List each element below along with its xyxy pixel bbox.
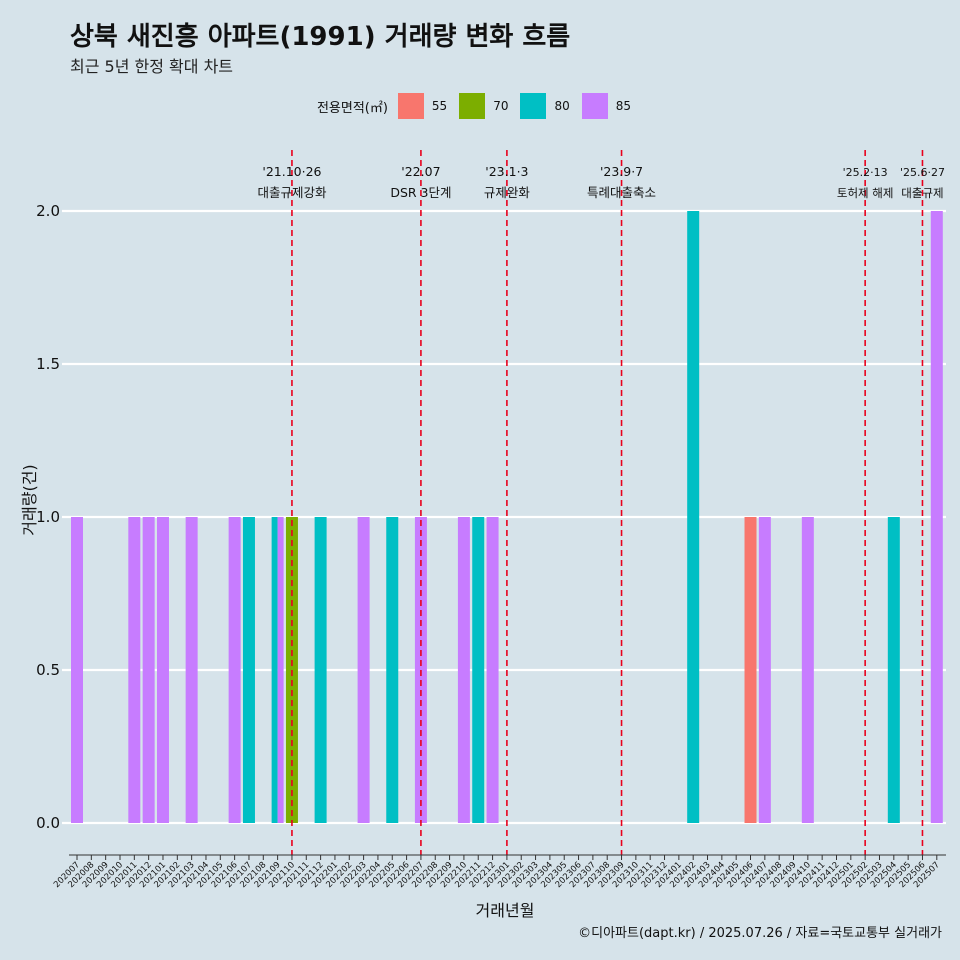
legend-item: 80 [520,93,570,119]
bar [277,517,284,823]
legend-item: 55 [397,93,448,119]
legend-swatch [581,93,608,119]
legend-label: 80 [554,99,570,113]
y-tick-label: 2.0 [36,202,60,220]
bar [314,517,327,823]
legend: 전용면적(㎡) 55 70 80 85 [0,93,960,119]
event-date-label: '22.07 [401,164,440,179]
event-text-label: DSR 3단계 [390,185,451,200]
bar [71,517,83,823]
bar [930,211,943,823]
event-date-label: '23.1·3 [485,164,528,179]
chart-title: 상북 새진흥 아파트(1991) 거래량 변화 흐름 [70,22,571,52]
legend-item: 70 [459,93,508,119]
legend-label: 55 [431,99,448,113]
bar [357,517,370,823]
chart-subtitle: 최근 5년 한정 확대 차트 [70,57,234,76]
bar [457,517,470,823]
legend-swatch [459,93,486,119]
bar [156,517,169,823]
legend-label: 85 [615,99,632,113]
event-date-label: '25.2·13 [843,166,888,179]
bar [242,517,255,823]
x-axis-label: 거래년월 [475,901,535,920]
legend-swatch [397,93,424,119]
bar [887,517,900,823]
event-text-label: 특례대출축소 [587,185,656,200]
bar [687,211,700,823]
bar [271,517,278,823]
event-text-label: 대출규제강화 [257,185,327,200]
bar [386,517,399,823]
bar [142,517,155,823]
event-text-label: 토허제 해제 [837,186,894,200]
legend-title: 전용면적(㎡) [316,100,388,116]
legend-swatch [520,93,547,119]
event-date-label: '21.10·26 [262,164,321,179]
legend-item: 85 [581,93,632,119]
y-tick-label: 1.5 [36,355,60,373]
bar [228,517,241,823]
bar [744,517,757,823]
bar [758,517,771,823]
bar [486,517,499,823]
event-date-label: '23.9·7 [600,164,643,179]
bar [128,517,141,823]
event-text-label: 대출규제 [901,186,943,200]
event-date-label: '25.6·27 [900,166,945,179]
y-tick-label: 0.0 [36,814,60,832]
y-tick-label: 1.0 [36,508,60,526]
legend-label: 70 [493,99,509,113]
bar [185,517,198,823]
source-caption: ©디아파트(dapt.kr) / 2025.07.26 / 자료=국토교통부 실… [578,926,942,941]
bar [801,517,814,823]
event-text-label: 규제완화 [484,185,531,200]
y-tick-label: 0.5 [36,661,60,679]
bar [472,517,485,823]
y-axis-label: 거래량(건) [20,464,39,536]
